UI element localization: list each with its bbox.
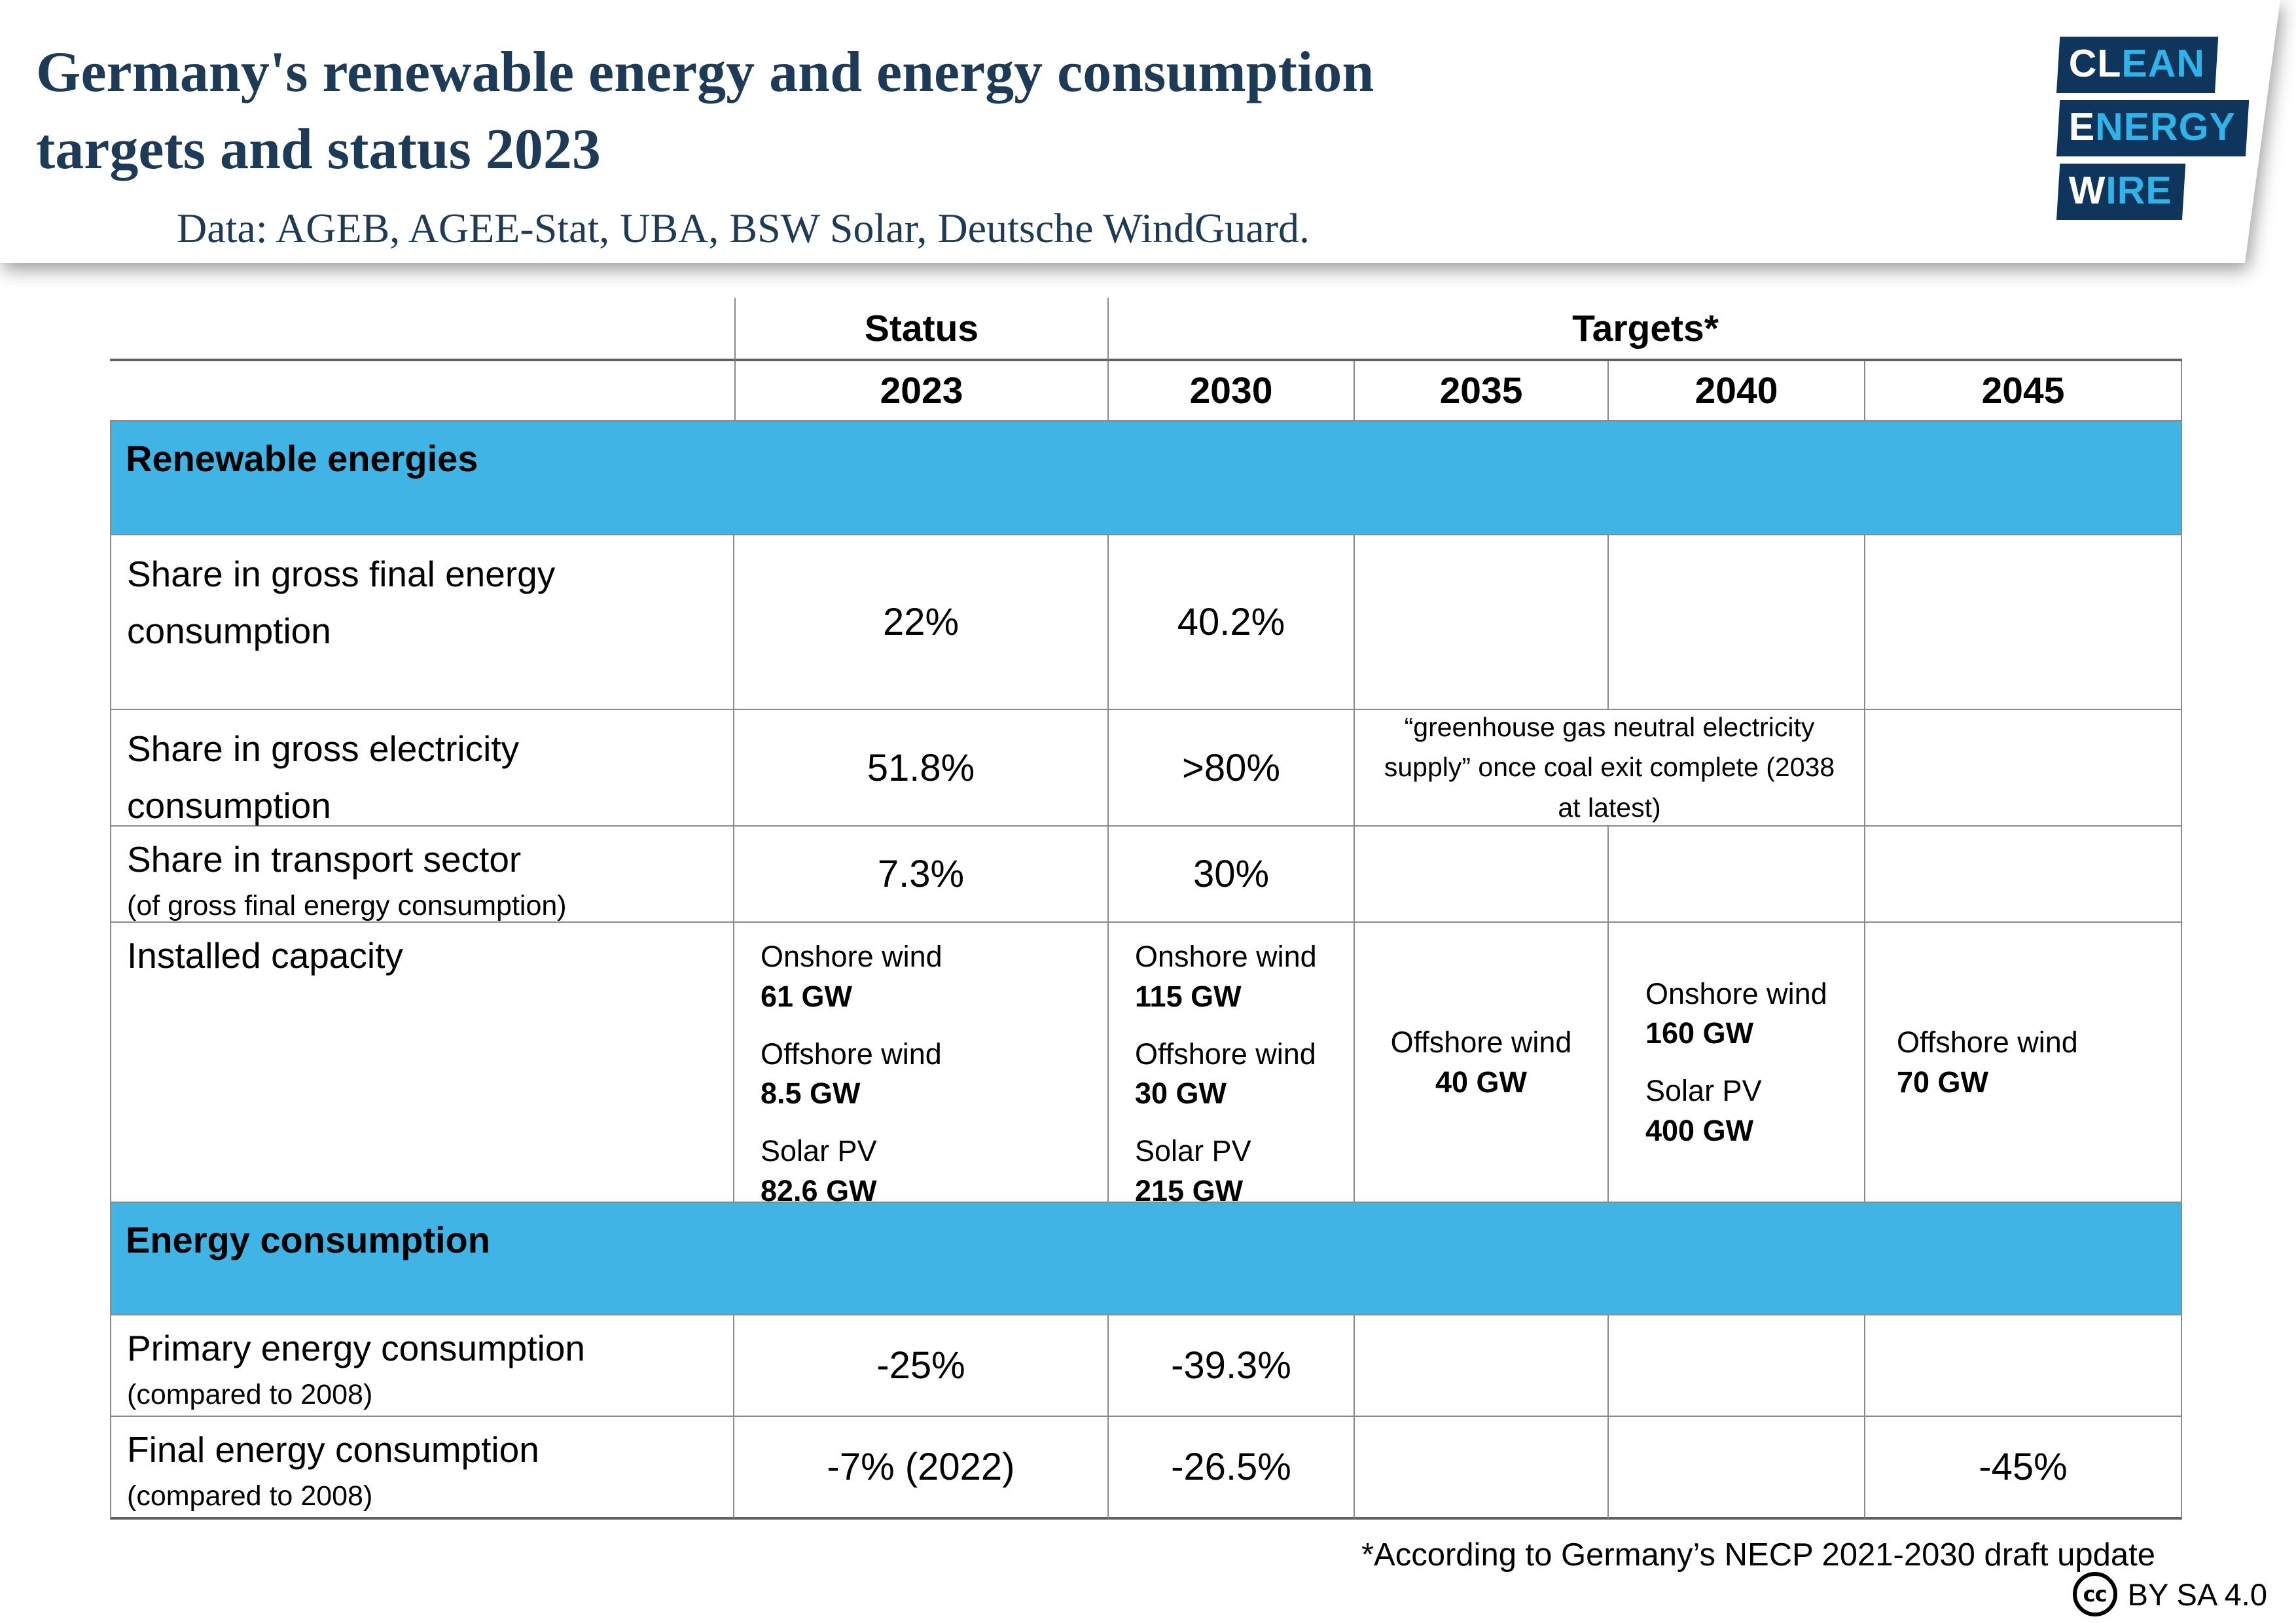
license-badge: cc BY SA 4.0 [2072,1572,2267,1616]
cell-transport-2035 [1355,827,1609,923]
logo-clean-white: CL [2068,42,2122,85]
logo-wire-white: W [2068,169,2106,212]
row-label-primary: Primary energy consumption (compared to … [110,1315,734,1417]
cell-electricity-2030: >80% [1109,710,1355,827]
cell-capacity-2023: Onshore wind 61 GW Offshore wind 8.5 GW … [734,923,1109,1207]
title-block: Germany's renewable energy and energy co… [36,34,1374,263]
cell-capacity-2045: Offshore wind 70 GW [1865,923,2182,1203]
logo-energy-white: E [2068,105,2096,149]
capacity-entry: Solar PV 215 GW [1135,1134,1251,1207]
cell-capacity-2040: Onshore wind 160 GW Solar PV 400 GW [1609,923,1865,1203]
cell-electricity-2023: 51.8% [734,710,1109,827]
row-subnote-transport: (of gross final energy consumption) [127,889,567,921]
cell-primary-2040 [1609,1315,1865,1417]
capacity-entry: Offshore wind 70 GW [1897,1025,2078,1099]
clew-logo: CLEAN ENERGY WIRE [2056,37,2250,227]
cell-transport-2040 [1609,827,1865,923]
section-band-consumption: Energy consumption [110,1203,2182,1315]
cell-primary-2030: -39.3% [1109,1315,1355,1417]
cell-final-2023: -7% (2022) [734,1417,1109,1520]
row-subnote-primary: (compared to 2008) [127,1378,373,1410]
cell-primary-2045 [1865,1315,2182,1417]
row-subnote-final: (compared to 2008) [127,1480,373,1512]
cell-gross-final-2030: 40.2% [1109,535,1355,710]
capacity-entry: Offshore wind 30 GW [1135,1037,1316,1111]
cell-final-2030: -26.5% [1109,1417,1355,1520]
logo-wire-cyan: IRE [2106,169,2172,212]
logo-energy-cyan: NERGY [2095,105,2236,149]
row-label-installed-capacity: Installed capacity [110,923,734,1203]
cell-final-2045: -45% [1865,1417,2182,1520]
capacity-entry: Offshore wind 40 GW [1390,1025,1572,1099]
cell-final-2035 [1355,1417,1609,1520]
cell-gross-final-2035 [1355,535,1609,710]
logo-line-energy: ENERGY [2056,100,2250,156]
logo-line-wire: WIRE [2056,164,2186,220]
column-header-targets: Targets* [1109,298,2182,361]
capacity-entry: Solar PV 400 GW [1645,1074,1762,1147]
logo-clean-cyan: EAN [2121,42,2205,85]
capacity-entry: Solar PV 82.6 GW [761,1134,877,1207]
cell-primary-2023: -25% [734,1315,1109,1417]
page-title-line2: targets and status 2023 [36,118,601,181]
cell-transport-2023: 7.3% [734,827,1109,923]
page-title-line1: Germany's renewable energy and energy co… [36,41,1374,104]
cell-electricity-2045 [1865,710,2182,827]
year-header-2023: 2023 [734,361,1109,420]
footnote: *According to Germany’s NECP 2021-2030 d… [1361,1537,2155,1573]
capacity-entry: Onshore wind 160 GW [1645,976,1827,1050]
cell-gross-final-2023: 22% [734,535,1109,710]
column-header-status: Status [734,298,1109,361]
year-header-2040: 2040 [1609,361,1865,420]
header-banner-shape: Germany's renewable energy and energy co… [0,0,2280,263]
logo-line-clean: CLEAN [2056,37,2219,93]
year-header-2045: 2045 [1865,361,2182,420]
targets-table: Status Targets* 2023 2030 2035 2040 2045… [110,298,2182,1520]
cell-transport-2045 [1865,827,2182,923]
cell-capacity-2030: Onshore wind 115 GW Offshore wind 30 GW … [1109,923,1355,1207]
cell-capacity-2035: Offshore wind 40 GW [1355,923,1609,1203]
cell-gross-final-2045 [1865,535,2182,710]
capacity-entry: Onshore wind 115 GW [1135,940,1317,1013]
header-spacer [110,298,734,361]
cell-transport-2030: 30% [1109,827,1355,923]
capacity-entry: Onshore wind 61 GW [761,940,942,1013]
cell-final-2040 [1609,1417,1865,1520]
year-header-2030: 2030 [1109,361,1355,420]
page-subtitle: Data: AGEB, AGEE-Stat, UBA, BSW Solar, D… [177,205,1310,251]
capacity-entry: Offshore wind 8.5 GW [761,1037,942,1111]
year-header-spacer [110,361,734,420]
license-label: BY SA 4.0 [2127,1577,2267,1612]
row-label-gross-final: Share in gross final energy consumption [110,535,734,710]
header-banner: Germany's renewable energy and energy co… [0,0,2296,288]
cell-gross-final-2040 [1609,535,1865,710]
cell-primary-2035 [1355,1315,1609,1417]
creative-commons-icon: cc [2072,1572,2117,1616]
year-header-2035: 2035 [1355,361,1609,420]
section-band-renewables: Renewable energies [110,420,2182,535]
row-label-transport: Share in transport sector (of gross fina… [110,827,734,923]
cell-electricity-2035-2040: “greenhouse gas neutral electricity supp… [1355,710,1865,827]
row-label-final: Final energy consumption (compared to 20… [110,1417,734,1520]
row-label-electricity: Share in gross electricity consumption [110,710,734,827]
